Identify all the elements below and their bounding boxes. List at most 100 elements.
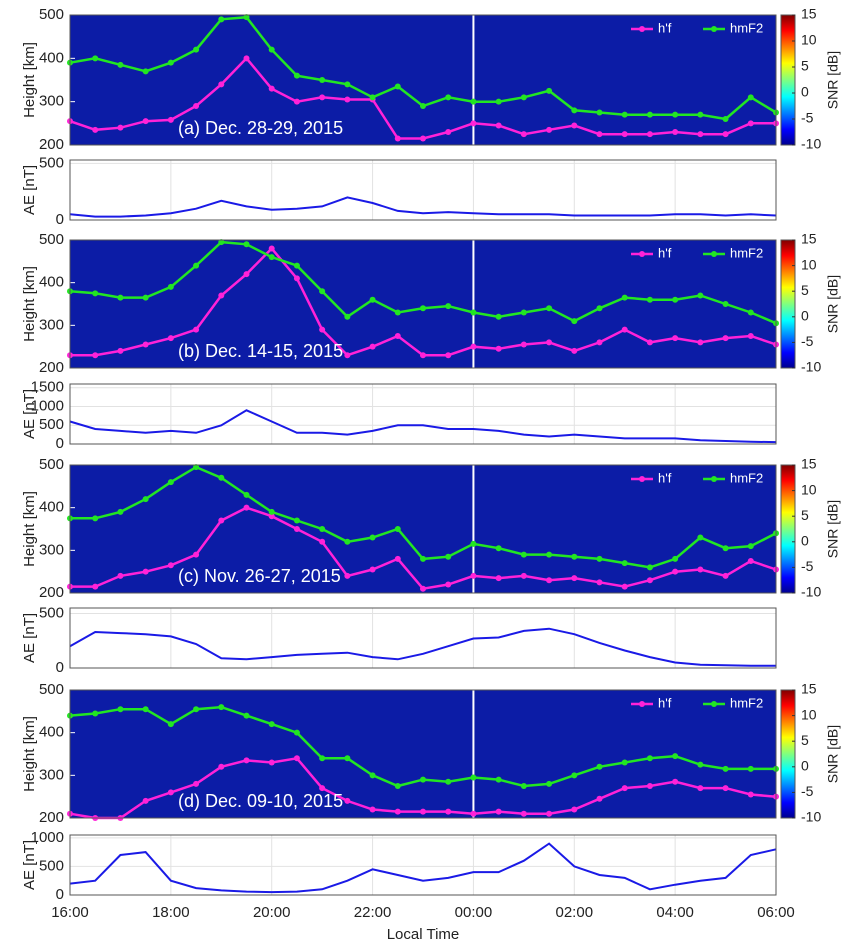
data-point: [117, 61, 124, 68]
colorbar-tick-label: 0: [801, 533, 809, 549]
data-point: [344, 538, 351, 545]
data-point: [218, 763, 225, 770]
data-point: [369, 806, 376, 813]
data-point: [747, 333, 754, 339]
colorbar-tick-label: 10: [801, 481, 817, 497]
colorbar-tick-label: 15: [801, 681, 817, 697]
data-point: [92, 515, 99, 522]
data-point: [495, 98, 502, 105]
y-tick-label: 500: [39, 231, 64, 248]
data-point: [369, 296, 376, 303]
colorbar-tick-label: 0: [801, 308, 809, 324]
data-point: [722, 572, 729, 579]
data-point: [470, 98, 477, 105]
data-point: [243, 504, 250, 511]
data-point: [218, 16, 225, 23]
data-point: [722, 785, 729, 792]
colorbar-tick-label: -5: [801, 558, 814, 574]
data-point: [394, 808, 401, 815]
data-point: [445, 553, 452, 560]
data-point: [319, 77, 326, 83]
y-axis-label: Height [km]: [21, 266, 38, 342]
data-point: [167, 116, 174, 123]
legend-marker: [639, 701, 645, 707]
data-point: [92, 352, 99, 359]
data-point: [445, 129, 452, 135]
y-tick-label: 0: [56, 886, 64, 903]
data-point: [142, 294, 149, 301]
data-point: [394, 555, 401, 562]
data-point: [596, 339, 603, 346]
data-point: [747, 120, 754, 127]
data-line: [69, 627, 776, 667]
data-point: [193, 551, 200, 558]
data-point: [92, 710, 99, 717]
y-tick-label: 300: [39, 541, 64, 558]
colorbar-label: SNR [dB]: [825, 275, 841, 333]
y-axis-label: AE [nT]: [21, 613, 38, 663]
colorbar-label: SNR [dB]: [825, 725, 841, 783]
data-point: [319, 326, 326, 333]
data-point: [546, 126, 553, 133]
data-point: [268, 721, 275, 728]
y-tick-label: 0: [56, 435, 64, 452]
y-axis-label: AE [nT]: [21, 389, 38, 439]
data-point: [747, 558, 754, 564]
plot-background: [70, 160, 776, 220]
plot-frame: [69, 159, 777, 221]
data-point: [747, 543, 754, 550]
data-point: [672, 753, 679, 760]
y-tick-label: 400: [39, 274, 64, 291]
plot-frame: [69, 239, 777, 369]
legend-marker: [711, 701, 717, 707]
data-point: [142, 341, 149, 348]
colorbar: [780, 464, 796, 594]
y-tick-label: 1000: [31, 397, 64, 414]
data-point: [167, 59, 174, 66]
y-tick-label: 200: [39, 584, 64, 601]
colorbar-tick-label: 15: [801, 6, 817, 22]
plot-frame: [69, 834, 777, 896]
data-point: [293, 98, 300, 105]
data-point: [193, 464, 200, 471]
spectrogram-background: [70, 690, 776, 818]
data-point: [672, 129, 679, 135]
plot-background: [70, 384, 776, 444]
data-point: [344, 797, 351, 804]
data-point: [243, 712, 250, 719]
data-point: [445, 581, 452, 588]
data-point: [495, 575, 502, 582]
data-point: [445, 94, 452, 101]
data-point: [117, 508, 124, 515]
data-point: [621, 759, 628, 766]
data-point: [697, 785, 704, 792]
data-point: [218, 239, 225, 246]
data-point: [142, 68, 149, 75]
panel-annotation: (c) Nov. 26-27, 2015: [178, 566, 341, 586]
data-point: [293, 755, 300, 762]
data-point: [193, 780, 200, 787]
data-point: [344, 96, 351, 103]
data-point: [369, 534, 376, 541]
y-tick-label: 0: [56, 211, 64, 228]
colorbar-tick-label: 15: [801, 231, 817, 247]
data-point: [571, 553, 578, 560]
colorbar-tick-label: 0: [801, 84, 809, 100]
data-point: [646, 564, 653, 571]
data-point: [344, 352, 351, 359]
data-point: [193, 46, 200, 53]
data-point: [571, 122, 578, 129]
data-point: [495, 808, 502, 815]
data-point: [672, 568, 679, 575]
data-point: [596, 795, 603, 802]
data-point: [571, 107, 578, 114]
data-point: [747, 94, 754, 101]
y-tick-label: 500: [39, 604, 64, 621]
data-line: [69, 196, 777, 218]
data-point: [293, 72, 300, 79]
data-point: [319, 526, 326, 532]
data-point: [319, 288, 326, 295]
data-point: [697, 111, 704, 118]
x-tick-label: 20:00: [253, 904, 291, 921]
data-point: [520, 551, 527, 558]
